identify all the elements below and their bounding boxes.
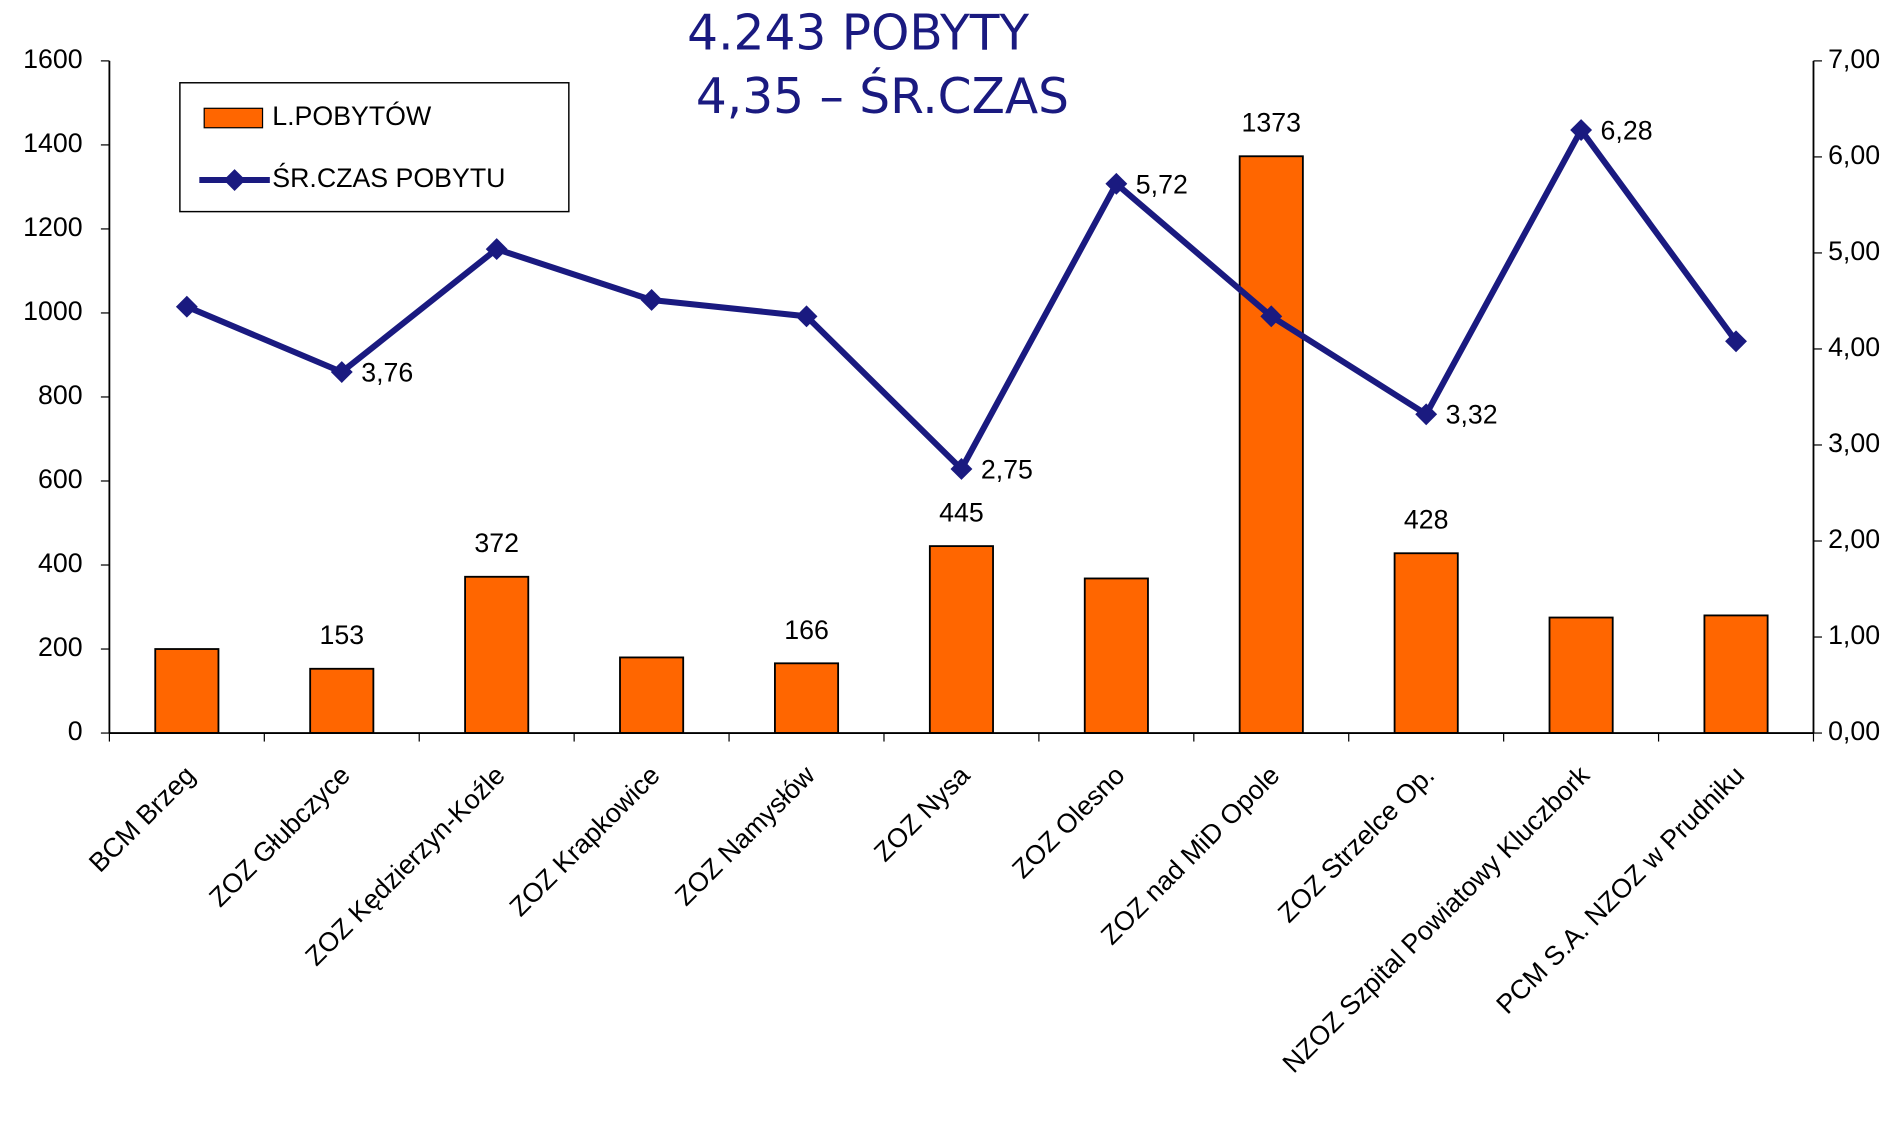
bar [928,545,994,734]
y2-tick-label: 4,00 [1828,332,1880,362]
bar [309,667,375,734]
legend-marker [223,169,246,191]
bar [1703,614,1769,734]
x-tick-label: ZOZ Głubczyce [203,760,356,913]
y2-tick-label: 1,00 [1828,620,1880,650]
bar [619,656,685,734]
line-value-label: 5,72 [1136,169,1188,199]
bar [1238,155,1304,734]
y-tick-label: 1400 [23,128,82,158]
line-marker [175,295,198,318]
bar-value-label: 445 [939,498,984,528]
line-marker [795,305,818,328]
x-tick-label: ZOZ nad MiD Opole [1095,760,1285,950]
y-tick-label: 600 [38,464,83,494]
bar [1548,616,1614,734]
line-value-label: 2,75 [981,454,1033,484]
bar-value-label: 428 [1404,505,1449,535]
y-tick-label: 1000 [23,296,82,326]
x-tick-label: ZOZ Krapkowice [504,760,666,922]
line-value-label: 3,76 [361,357,413,387]
bar-value-label: 153 [319,620,364,650]
bar-value-label: 1373 [1242,108,1301,138]
y2-tick-label: 0,00 [1828,716,1880,746]
line-value-label: 6,28 [1601,116,1653,146]
bar [774,662,840,734]
bar [464,575,530,734]
bar-value-label: 166 [784,615,829,645]
x-tick-label: BCM Brzeg [83,760,201,878]
y-tick-label: 400 [38,548,83,578]
chart-title: 4.243 POBYTY [687,6,1029,62]
bar [1393,552,1459,734]
x-tick-label: PCM S.A. NZOZ w Prudniku [1490,760,1750,1020]
x-tick-label: ZOZ Strzelce Op. [1272,760,1440,928]
x-tick-label: ZOZ Namysłów [669,759,821,911]
y-tick-label: 1600 [23,44,82,74]
line-marker [1105,172,1128,195]
bar [154,648,220,734]
bar [1083,577,1149,734]
legend-label: L.POBYTÓW [272,100,432,131]
y-tick-label: 800 [38,380,83,410]
x-tick-label: ZOZ Nysa [868,760,975,867]
bar-value-label: 372 [474,528,519,558]
y-tick-label: 0 [68,716,83,746]
chart-title: 4,35 – ŚR.CZAS [696,68,1069,125]
line-marker [640,289,663,311]
y2-tick-label: 3,00 [1828,428,1880,458]
y2-tick-label: 5,00 [1828,236,1880,266]
line-marker [485,238,508,261]
y2-tick-label: 7,00 [1828,44,1880,74]
x-tick-label: NZOZ Szpital Powiatowy Kluczbork [1277,760,1596,1079]
y2-tick-label: 2,00 [1828,524,1880,554]
line-marker [330,361,353,383]
y-tick-label: 1200 [23,212,82,242]
legend-box [179,82,570,213]
y-tick-label: 200 [38,632,83,662]
line-marker [1260,305,1283,328]
legend-label: ŚR.CZAS POBYTU [272,161,505,193]
line-value-label: 3,32 [1446,400,1498,430]
x-tick-label: ZOZ Olesno [1006,760,1130,884]
legend-swatch [203,107,264,129]
y2-tick-label: 6,00 [1828,140,1880,170]
